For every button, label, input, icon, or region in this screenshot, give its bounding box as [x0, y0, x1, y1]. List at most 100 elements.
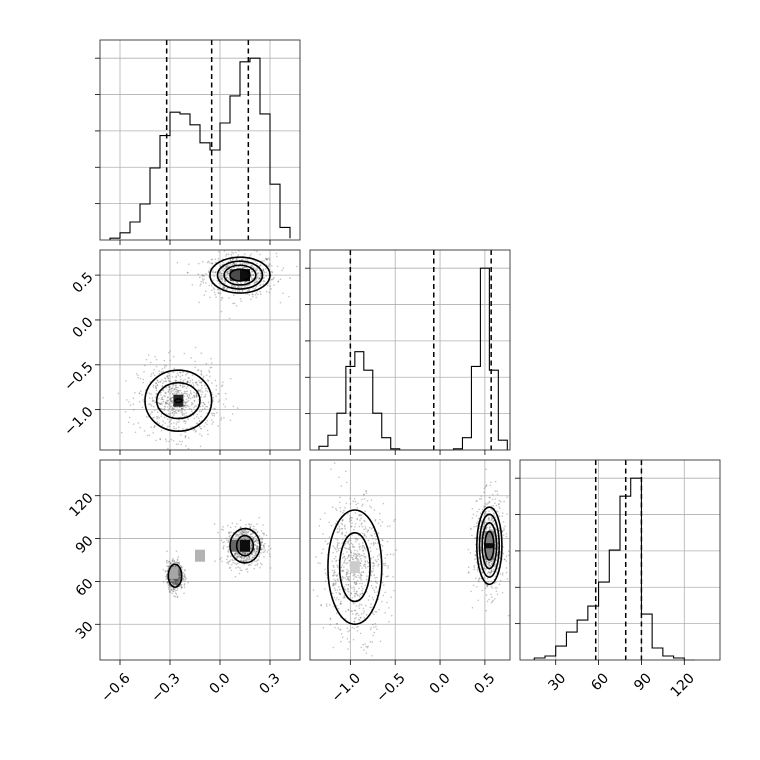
sample-point: [178, 573, 180, 575]
sample-point: [243, 560, 246, 563]
sample-point: [472, 584, 475, 587]
sample-point: [254, 535, 257, 538]
sample-point: [248, 283, 251, 286]
sample-point: [204, 407, 206, 410]
sample-point: [183, 576, 186, 578]
sample-point: [357, 614, 360, 617]
sample-point: [207, 433, 209, 436]
sample-point: [245, 556, 248, 559]
sample-point: [220, 528, 223, 531]
sample-point: [243, 286, 246, 288]
sample-point: [370, 584, 373, 587]
sample-point: [211, 262, 214, 265]
sample-point: [243, 563, 245, 565]
sample-point: [232, 258, 234, 261]
sample-point: [172, 439, 175, 442]
sample-point: [151, 400, 154, 403]
sample-point: [251, 551, 254, 554]
sample-point: [222, 546, 225, 549]
sample-point: [262, 269, 265, 271]
sample-point: [488, 518, 491, 520]
sample-point: [265, 275, 267, 277]
sample-point: [372, 544, 375, 546]
sample-point: [473, 525, 475, 528]
sample-point: [165, 413, 168, 415]
sample-point: [203, 294, 206, 296]
sample-point: [200, 373, 202, 375]
sample-point: [229, 526, 232, 529]
sample-point: [166, 559, 168, 562]
sample-point: [253, 548, 256, 551]
sample-point: [177, 426, 180, 428]
sample-point: [371, 606, 373, 609]
sample-point: [174, 384, 177, 387]
sample-point: [192, 384, 195, 386]
sample-point: [324, 580, 327, 583]
sample-point: [166, 550, 168, 553]
sample-point: [187, 271, 189, 274]
sample-point: [230, 531, 232, 533]
sample-point: [139, 426, 142, 429]
sample-point: [490, 569, 493, 571]
sample-point: [489, 496, 491, 499]
sample-point: [134, 431, 137, 434]
sample-point: [191, 401, 193, 404]
sample-point: [498, 506, 501, 508]
sample-point: [486, 563, 488, 566]
sample-point: [346, 577, 349, 579]
sample-point: [488, 527, 491, 530]
sample-point: [348, 641, 351, 643]
sample-point: [355, 553, 358, 556]
sample-point: [345, 562, 348, 565]
sample-point: [183, 412, 186, 415]
sample-point: [372, 613, 375, 616]
sample-point: [216, 279, 219, 282]
sample-point: [171, 393, 174, 395]
sample-point: [226, 561, 228, 564]
sample-point: [236, 281, 239, 283]
sample-point: [483, 564, 485, 567]
sample-point: [184, 435, 187, 437]
sample-point: [169, 578, 172, 581]
sample-point: [353, 602, 355, 605]
sample-point: [139, 390, 142, 393]
sample-point: [188, 377, 191, 379]
sample-point: [331, 560, 334, 563]
sample-point: [381, 581, 384, 584]
sample-point: [223, 267, 226, 270]
sample-point: [176, 406, 178, 409]
sample-point: [167, 377, 170, 380]
sample-point: [212, 421, 215, 423]
sample-point: [174, 581, 177, 583]
sample-point: [260, 541, 263, 544]
sample-point: [184, 378, 186, 381]
ytick-label-p1: 0.5: [70, 269, 97, 296]
sample-point: [213, 414, 216, 417]
sample-point: [360, 577, 362, 580]
sample-point: [170, 580, 172, 583]
sample-point: [171, 402, 174, 404]
sample-point: [346, 547, 348, 550]
sample-point: [279, 278, 282, 281]
sample-point: [266, 258, 268, 260]
contour: [338, 532, 371, 603]
sample-point: [267, 257, 270, 260]
sample-point: [163, 405, 166, 408]
sample-point: [177, 587, 179, 589]
sample-point: [176, 559, 179, 562]
sample-point: [161, 367, 163, 370]
sample-point: [211, 382, 213, 384]
sample-point: [149, 361, 152, 364]
sample-point: [233, 263, 236, 266]
sample-point: [490, 593, 492, 596]
sample-point: [360, 579, 363, 581]
sample-point: [193, 399, 196, 402]
sample-point: [227, 264, 230, 267]
sample-point: [149, 413, 152, 415]
sample-point: [227, 541, 229, 543]
sample-point: [239, 569, 242, 571]
sample-point: [364, 548, 367, 551]
sample-point: [172, 412, 174, 414]
sample-point: [149, 403, 152, 406]
sample-point: [169, 580, 172, 583]
